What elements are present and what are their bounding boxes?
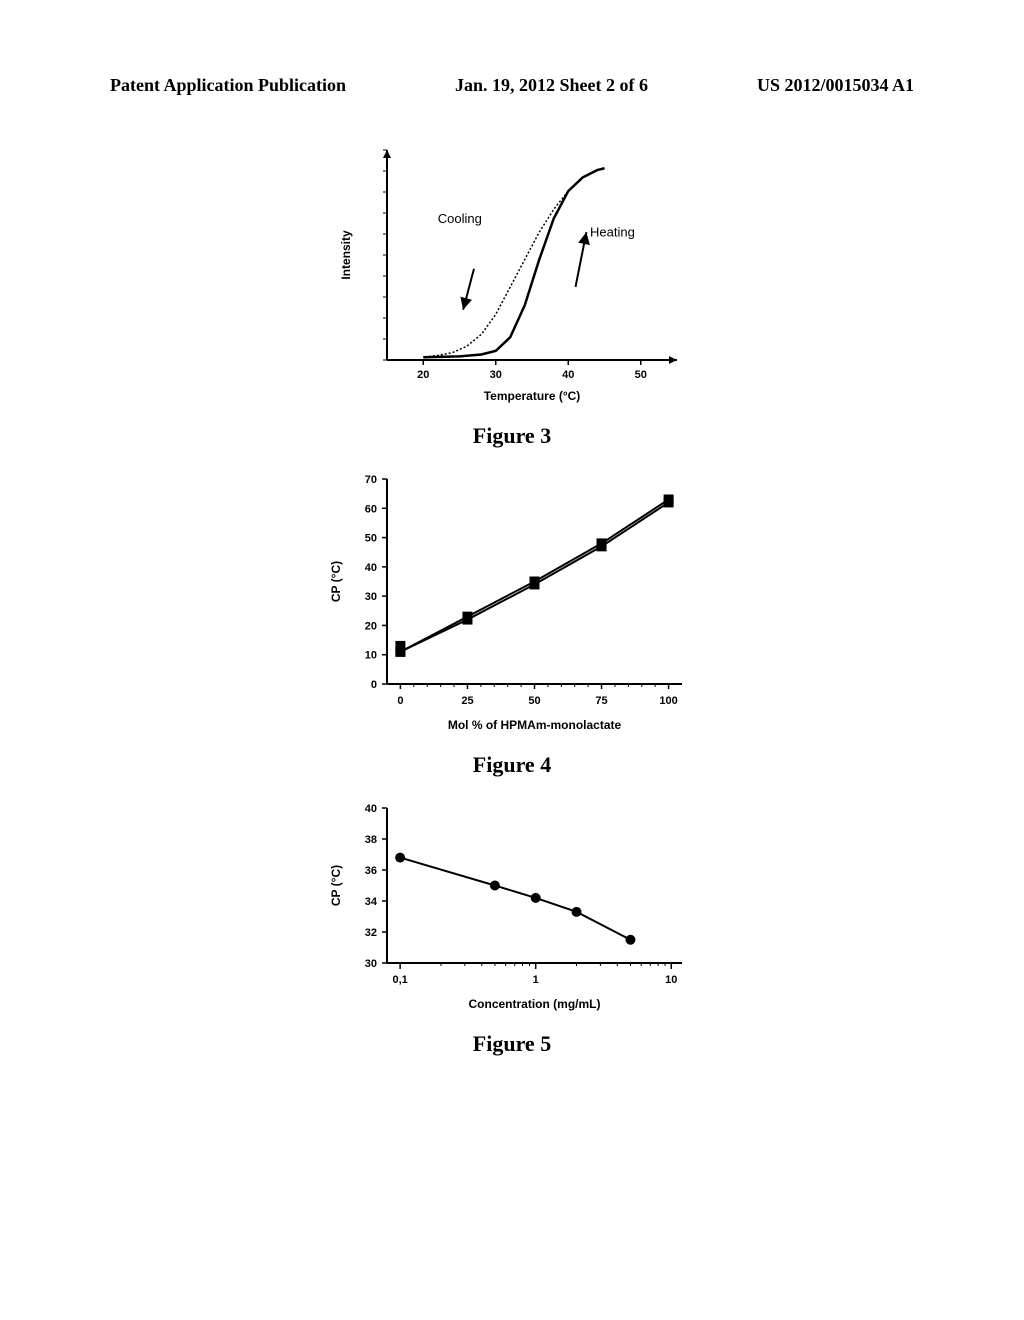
svg-text:40: 40 bbox=[562, 369, 574, 381]
svg-text:0: 0 bbox=[371, 679, 377, 691]
svg-text:32: 32 bbox=[365, 927, 377, 939]
figure-3-caption: Figure 3 bbox=[473, 423, 551, 449]
svg-text:CP (°C): CP (°C) bbox=[329, 561, 343, 602]
page-header: Patent Application Publication Jan. 19, … bbox=[0, 75, 1024, 96]
svg-text:Cooling: Cooling bbox=[438, 211, 482, 226]
svg-text:Concentration (mg/mL): Concentration (mg/mL) bbox=[469, 997, 601, 1011]
figure-5-chart: 0,1 1 10 30 32 34 36 38 40 Concentration (mg/mL) C… bbox=[322, 793, 702, 1023]
header-publication: Patent Application Publication bbox=[110, 75, 346, 96]
svg-text:Mol % of HPMAm-monolactate: Mol % of HPMAm-monolactate bbox=[448, 718, 622, 732]
figure-3-block: 20 30 40 50 Temperature (°C) Intensity Cooling… bbox=[332, 135, 692, 449]
svg-text:0,1: 0,1 bbox=[392, 974, 407, 986]
svg-text:60: 60 bbox=[365, 503, 377, 515]
svg-text:CP (°C): CP (°C) bbox=[329, 865, 343, 906]
svg-text:10: 10 bbox=[365, 650, 377, 662]
figure-4-block: 0 25 50 75 100 0 10 20 30 40 50 60 70 Mol % of HPMAm-… bbox=[322, 464, 702, 778]
svg-text:75: 75 bbox=[595, 695, 607, 707]
figure-5-caption: Figure 5 bbox=[473, 1031, 551, 1057]
svg-text:36: 36 bbox=[365, 865, 377, 877]
svg-text:50: 50 bbox=[528, 695, 540, 707]
svg-text:50: 50 bbox=[635, 369, 647, 381]
header-date-sheet: Jan. 19, 2012 Sheet 2 of 6 bbox=[455, 75, 648, 96]
figure-3-chart: 20 30 40 50 Temperature (°C) Intensity Cooling… bbox=[332, 135, 692, 415]
svg-text:10: 10 bbox=[665, 974, 677, 986]
svg-text:30: 30 bbox=[365, 958, 377, 970]
svg-text:Temperature (°C): Temperature (°C) bbox=[484, 389, 581, 403]
header-patent-number: US 2012/0015034 A1 bbox=[757, 75, 914, 96]
svg-text:25: 25 bbox=[461, 695, 473, 707]
figures-container: 20 30 40 50 Temperature (°C) Intensity Cooling… bbox=[0, 135, 1024, 1072]
svg-text:20: 20 bbox=[365, 620, 377, 632]
svg-text:70: 70 bbox=[365, 474, 377, 486]
svg-text:34: 34 bbox=[365, 896, 378, 908]
svg-text:40: 40 bbox=[365, 562, 377, 574]
svg-text:50: 50 bbox=[365, 533, 377, 545]
svg-text:30: 30 bbox=[490, 369, 502, 381]
figure-4-chart: 0 25 50 75 100 0 10 20 30 40 50 60 70 Mol % of HPMAm-… bbox=[322, 464, 702, 744]
svg-text:20: 20 bbox=[417, 369, 429, 381]
figure-4-caption: Figure 4 bbox=[473, 752, 551, 778]
svg-text:0: 0 bbox=[397, 695, 403, 707]
svg-text:40: 40 bbox=[365, 803, 377, 815]
svg-text:Intensity: Intensity bbox=[339, 230, 353, 280]
svg-text:38: 38 bbox=[365, 834, 377, 846]
svg-text:1: 1 bbox=[533, 974, 539, 986]
svg-text:100: 100 bbox=[659, 695, 677, 707]
svg-text:Heating: Heating bbox=[590, 225, 635, 240]
figure-5-block: 0,1 1 10 30 32 34 36 38 40 Concentration (mg/mL) C… bbox=[322, 793, 702, 1057]
svg-text:30: 30 bbox=[365, 591, 377, 603]
